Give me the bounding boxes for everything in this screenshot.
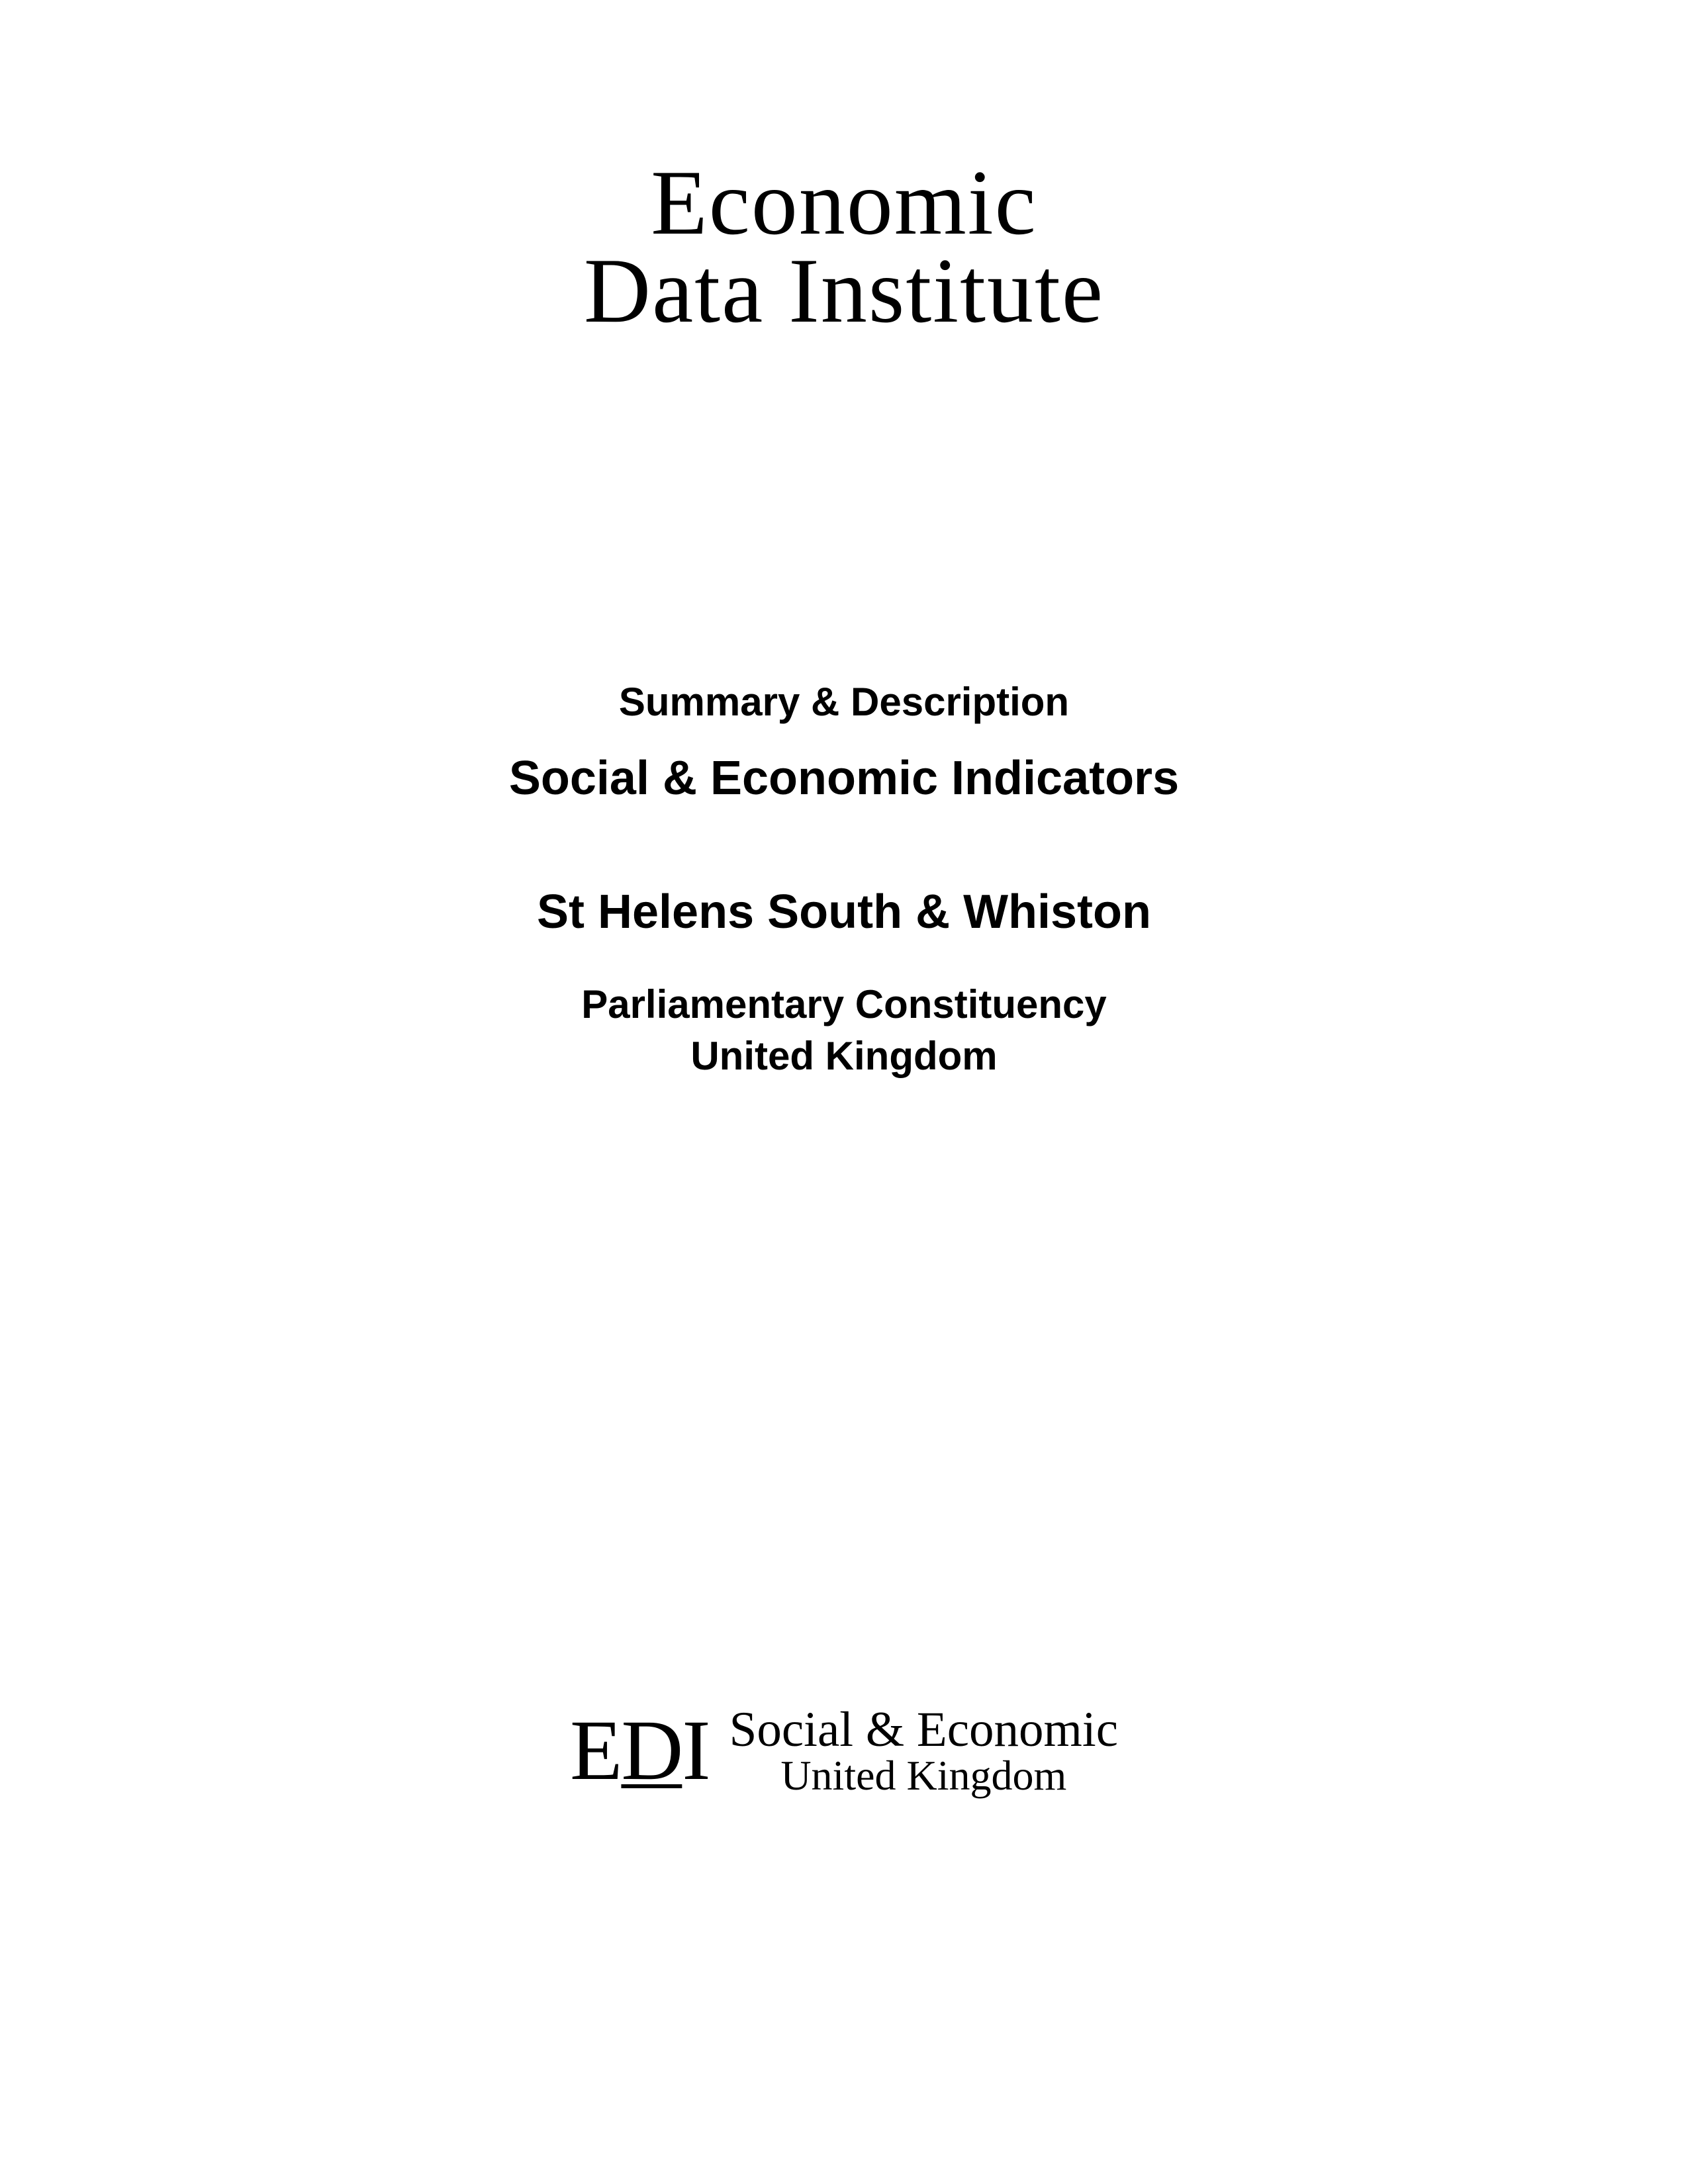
footer-logo-text: Social & Economic United Kingdom — [729, 1705, 1118, 1797]
edi-letter-i: I — [682, 1701, 709, 1800]
header-logo-line2: Data Institute — [584, 247, 1104, 335]
header-logo-line1: Economic — [584, 159, 1104, 247]
header-logo: Economic Data Institute — [584, 159, 1104, 335]
title-block: Summary & Description Social & Economic … — [509, 679, 1179, 1082]
edi-letter-e: E — [570, 1701, 621, 1800]
edi-logo-mark: EDI — [570, 1701, 710, 1800]
footer-logo: EDI Social & Economic United Kingdom — [570, 1701, 1118, 1800]
constituency-type-line2: United Kingdom — [509, 1030, 1179, 1082]
constituency-type-line1: Parliamentary Constituency — [509, 979, 1179, 1030]
constituency-type-label: Parliamentary Constituency United Kingdo… — [509, 979, 1179, 1082]
footer-text-line1: Social & Economic — [729, 1705, 1118, 1754]
document-page: Economic Data Institute Summary & Descri… — [0, 0, 1688, 2184]
constituency-name: St Helens South & Whiston — [509, 885, 1179, 939]
report-title: Social & Economic Indicators — [509, 751, 1179, 805]
edi-letter-d: D — [621, 1701, 682, 1800]
summary-description-label: Summary & Description — [509, 679, 1179, 725]
footer-text-line2: United Kingdom — [729, 1754, 1118, 1797]
